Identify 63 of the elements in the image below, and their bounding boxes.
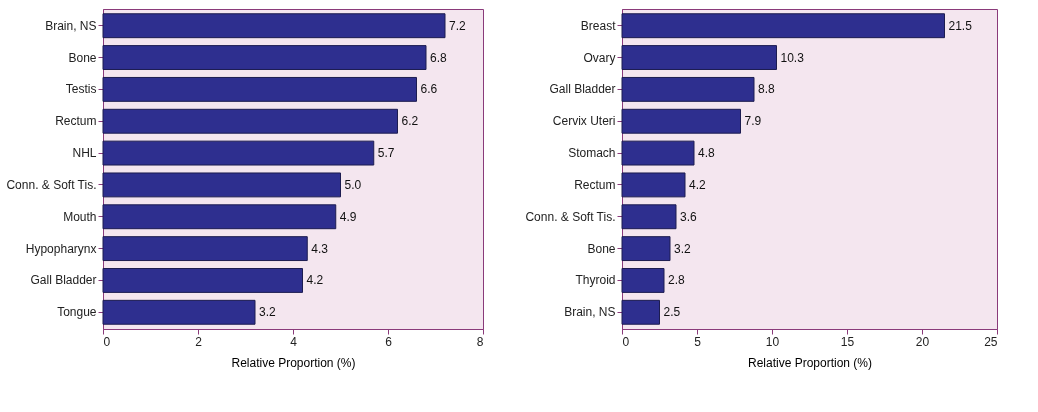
data-label: 6.8	[430, 50, 448, 65]
y-tick-label: Tongue	[57, 305, 97, 320]
y-tick-label: Bone	[587, 241, 616, 256]
y-tick-label: NHL	[72, 146, 97, 161]
data-label: 5.7	[377, 146, 395, 161]
bar	[102, 76, 417, 102]
data-label: 3.2	[674, 241, 692, 256]
data-label: 4.8	[698, 146, 716, 161]
bar	[102, 236, 308, 262]
y-tick-label: Mouth	[63, 209, 97, 224]
data-label: 2.5	[663, 305, 681, 320]
x-axis-title: Relative Proportion (%)	[231, 355, 356, 370]
y-tick-label: Hypopharynx	[25, 241, 97, 256]
y-tick-label: Rectum	[574, 177, 616, 192]
y-tick-label: Bone	[68, 50, 97, 65]
data-label: 8.8	[758, 82, 776, 97]
y-tick-label: Conn. & Soft Tis.	[525, 209, 616, 224]
bar	[102, 268, 303, 293]
x-tick-label: 8	[476, 334, 484, 349]
y-tick-label: Thyroid	[575, 273, 616, 288]
data-label: 7.9	[744, 114, 762, 129]
x-tick-label: 25	[984, 334, 998, 349]
bar	[102, 108, 398, 134]
data-label: 4.9	[339, 209, 357, 224]
y-tick-label: Rectum	[55, 114, 97, 129]
x-axis-title: Relative Proportion (%)	[747, 355, 873, 370]
y-tick-label: Gall Bladder	[549, 82, 616, 97]
y-tick-label: Brain, NS	[564, 305, 616, 320]
data-label: 2.8	[668, 273, 686, 288]
data-label: 3.2	[259, 305, 277, 320]
data-label: 5.0	[344, 177, 362, 192]
bar	[102, 299, 256, 325]
y-tick-label: Brain, NS	[45, 18, 97, 33]
x-tick-label: 10	[765, 334, 780, 349]
data-label: 4.2	[689, 177, 707, 192]
x-tick-label: 4	[290, 334, 298, 349]
x-tick-label: 5	[694, 334, 702, 349]
data-label: 21.5	[948, 18, 973, 33]
x-tick-label: 2	[195, 334, 203, 349]
bar	[102, 204, 337, 230]
data-label: 4.2	[306, 273, 324, 288]
x-tick-label: 20	[915, 334, 930, 349]
x-tick-label: 6	[385, 334, 393, 349]
y-tick-label: Breast	[580, 18, 617, 33]
data-label: 6.6	[420, 82, 438, 97]
bar	[102, 140, 375, 166]
x-tick-label: 15	[840, 334, 855, 349]
data-label: 7.2	[449, 18, 467, 33]
data-label: 3.6	[680, 209, 698, 224]
y-tick-label: Conn. & Soft Tis.	[6, 177, 97, 192]
data-label: 4.3	[311, 241, 329, 256]
y-tick-label: Gall Bladder	[30, 273, 97, 288]
bar	[102, 45, 427, 70]
x-tick-label: 0	[622, 334, 630, 349]
y-tick-label: Stomach	[568, 146, 616, 161]
bar	[102, 13, 446, 39]
y-tick-label: Ovary	[583, 50, 616, 65]
y-tick-label: Testis	[65, 82, 97, 97]
data-label: 6.2	[401, 114, 419, 129]
y-tick-label: Cervix Uteri	[552, 114, 616, 129]
data-label: 10.3	[780, 50, 805, 65]
bar	[102, 172, 341, 198]
x-tick-label: 0	[103, 334, 111, 349]
